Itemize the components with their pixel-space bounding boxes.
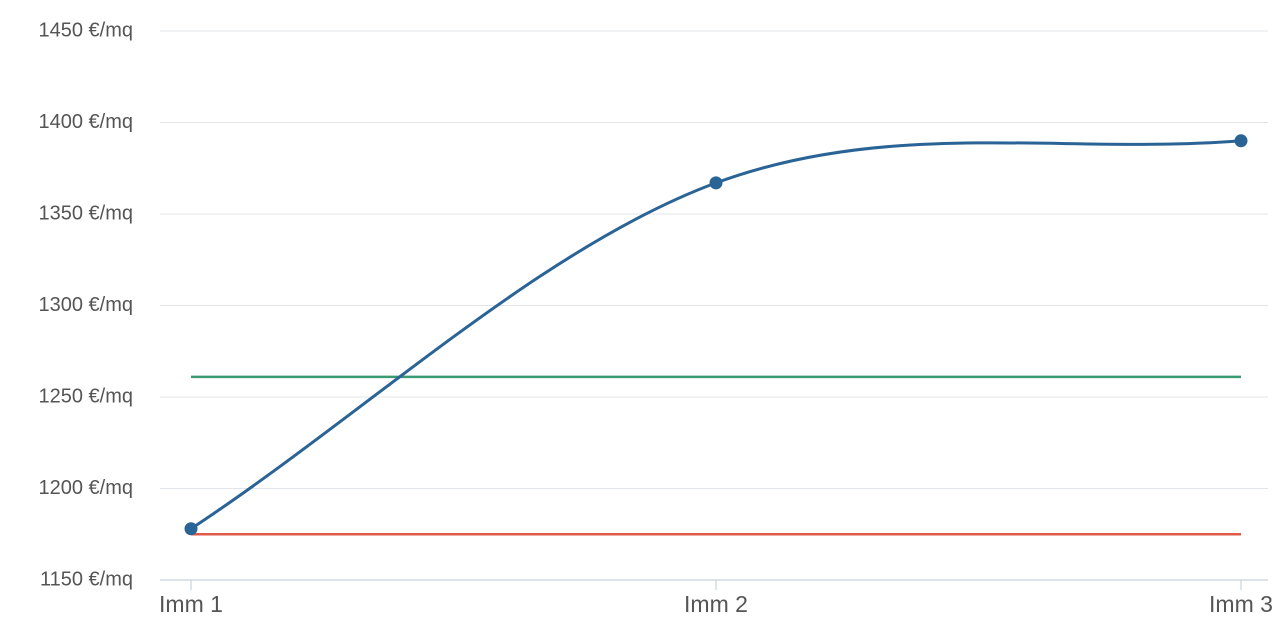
y-axis-ticks: 1150 €/mq 1200 €/mq 1250 €/mq 1300 €/mq 1350… xyxy=(38,19,133,590)
x-tick-label: Imm 3 xyxy=(1209,591,1273,617)
y-tick-label: 1350 €/mq xyxy=(38,202,133,224)
data-point[interactable] xyxy=(1234,134,1248,148)
y-tick-label: 1150 €/mq xyxy=(40,568,133,590)
data-point[interactable] xyxy=(184,522,198,536)
y-tick-label: 1450 €/mq xyxy=(38,19,133,41)
y-tick-label: 1200 €/mq xyxy=(38,477,133,499)
x-tick-label: Imm 2 xyxy=(684,591,748,617)
x-tick-label: Imm 1 xyxy=(159,591,223,617)
data-point[interactable] xyxy=(709,176,723,190)
x-axis-ticks: Imm 1 Imm 2 Imm 3 xyxy=(159,591,1273,617)
y-tick-label: 1250 €/mq xyxy=(38,385,133,407)
y-tick-label: 1300 €/mq xyxy=(38,294,133,316)
series-layer xyxy=(184,134,1248,536)
y-tick-label: 1400 €/mq xyxy=(38,111,133,133)
series-line xyxy=(190,139,1242,531)
x-axis xyxy=(160,579,1268,590)
grid-layer xyxy=(160,30,1268,489)
reference-lines xyxy=(191,375,1241,536)
